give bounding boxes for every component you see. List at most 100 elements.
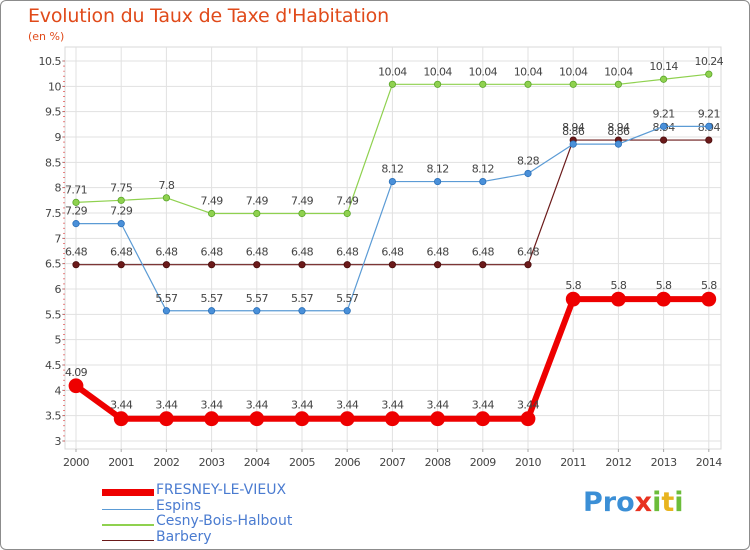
data-label: 10.04 [423,65,452,78]
x-tick-label: 2000 [63,456,89,469]
data-label: 6.48 [65,246,88,259]
data-point [68,378,84,394]
legend-swatch [102,524,154,526]
y-tick-label: 4.5 [45,359,61,372]
y-tick-label: 10 [48,80,61,93]
legend-item: Barbery [102,529,362,546]
data-label: 8.86 [562,125,585,138]
y-tick-label: 10.5 [39,55,62,68]
data-point [117,196,125,204]
data-label: 10.24 [695,55,724,68]
data-point [479,177,487,186]
data-label: 8.28 [517,154,540,167]
legend-label: FRESNEY-LE-VIEUX [156,482,287,498]
data-label: 7.8 [159,179,175,192]
data-label: 5.57 [336,292,359,305]
data-label: 6.48 [155,246,178,259]
series-cesny-bois-halbout: 7.71 7.75 7.8 7.49 7.49 7.49 7.49 10.04 10.04 10.… [65,55,724,218]
data-point [524,169,532,178]
data-point [208,209,216,218]
data-point [701,291,717,307]
data-point [117,220,125,228]
data-label: 6.48 [427,246,450,259]
data-label: 6.48 [336,246,359,259]
x-tick-label: 2012 [605,456,631,469]
data-label: 5.8 [565,279,581,292]
y-tick-label: 9.5 [45,106,61,119]
data-point [659,136,668,144]
x-tick-label: 2004 [244,456,270,469]
data-point [569,140,577,148]
data-label: 10.04 [514,65,543,78]
data-point [569,80,577,88]
data-label: 6.48 [381,246,404,259]
data-point [343,261,351,269]
data-point [479,261,487,269]
data-label: 6.48 [291,246,314,259]
data-point [294,411,310,427]
data-point [430,411,446,427]
data-point [253,261,261,269]
data-point [253,307,261,315]
x-tick-label: 2013 [651,456,677,469]
y-tick-label: 8 [55,182,62,195]
data-label: 8.12 [427,163,449,176]
data-point [614,80,623,88]
data-point [611,291,626,307]
y-tick-label: 4 [55,384,62,397]
y-tick-label: 7.5 [45,207,61,220]
data-point [339,411,355,427]
data-label: 5.57 [155,292,178,305]
legend-swatch [102,489,154,496]
y-tick-label: 6 [55,283,62,296]
data-point [343,307,351,315]
data-label: 7.29 [65,205,88,218]
data-point [113,411,129,427]
series-fresney-le-vieux: 4.09 3.44 3.44 3.44 3.44 3.44 3.44 3.44 3.44 3.44… [65,279,718,427]
data-label: 3.44 [381,399,404,412]
data-point [298,307,306,315]
data-label: 10.04 [604,65,633,78]
data-point [433,261,442,269]
data-point [614,140,623,148]
data-label: 8.94 [607,121,630,134]
data-point [162,261,170,269]
data-label: 8.94 [562,121,585,134]
data-label: 5.57 [201,292,224,305]
data-point [388,80,396,88]
y-tick-label: 3 [55,435,62,448]
x-tick-label: 2008 [425,456,451,469]
data-label: 4.09 [65,366,88,379]
data-label: 7.29 [110,205,133,218]
data-label: 3.44 [155,399,178,412]
data-label: 5.57 [291,292,314,305]
data-point [72,261,80,269]
data-point [72,220,80,228]
data-point [520,411,536,427]
data-label: 7.49 [291,195,314,208]
data-label: 7.49 [201,195,224,208]
x-tick-label: 2001 [108,456,134,469]
data-label: 3.44 [427,399,450,412]
data-label: 6.48 [246,246,269,259]
series-espins: 7.29 7.29 5.57 5.57 5.57 5.57 5.57 8.12 8.12 8.12… [65,107,720,315]
data-label: 7.71 [65,183,87,196]
data-label: 10.04 [469,65,498,78]
data-label: 8.12 [472,163,494,176]
data-point [433,80,442,88]
legend-label: Espins [156,497,202,514]
data-label: 10.04 [559,65,588,78]
legend-swatch [102,508,154,510]
data-point [659,75,668,83]
proxiti-logo: Proxiti [583,487,684,518]
data-point [343,209,351,218]
data-point [72,198,80,206]
data-point [388,177,396,186]
data-label: 10.04 [378,65,407,78]
data-point [433,177,442,186]
x-tick-label: 2002 [153,456,179,469]
data-point [208,261,216,269]
data-point [249,411,265,427]
data-point [475,411,491,427]
data-label: 3.44 [110,399,133,412]
